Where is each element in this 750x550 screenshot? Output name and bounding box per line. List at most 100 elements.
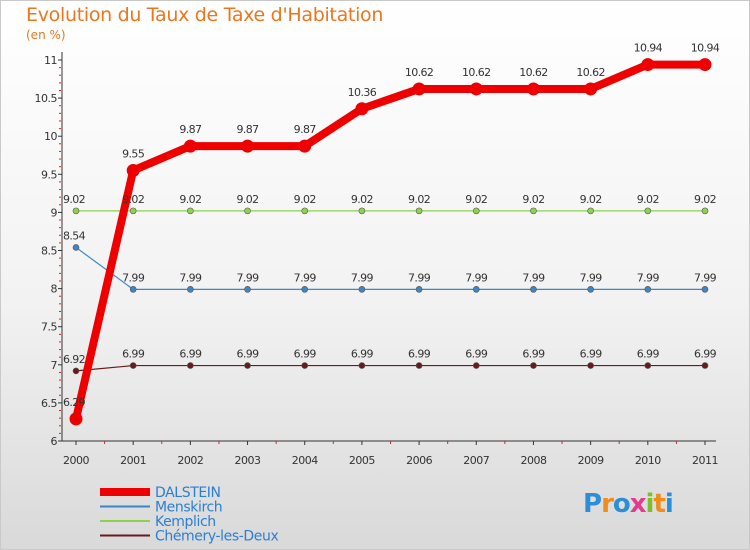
data-point-menskirch [587,286,594,293]
data-point-dalstein [183,139,197,153]
y-tick-label: 10.5 [35,92,58,105]
data-point-dalstein [412,82,426,96]
x-tick-label: 2004 [292,454,318,467]
series-points [69,58,712,426]
data-label-kemplich: 9.02 [236,193,258,206]
data-label-kemplich: 9.02 [522,193,544,206]
y-tick-label: 9.5 [41,168,57,181]
x-tick-label: 2005 [349,454,375,467]
data-point-dalstein [241,139,255,153]
data-label-menskirch: 8.54 [63,229,86,242]
series-line-menskirch [75,246,706,290]
y-tick-label: 6.5 [41,397,57,410]
data-label-ch-mery-les-deux: 6.92 [63,353,85,366]
data-label-dalstein: 10.36 [348,86,377,99]
y-tick-label: 7.5 [41,321,57,334]
data-point-ch-mery-les-deux [129,362,137,369]
data-label-dalstein: 10.94 [634,42,663,55]
x-tick-label: 2010 [635,454,661,467]
data-point-dalstein [641,58,655,72]
data-point-ch-mery-les-deux [587,362,594,369]
data-label-menskirch: 7.99 [351,271,374,284]
data-point-kemplich [301,207,309,215]
axes: 6 6.5 7 7.5 8 8.5 9 9.5 10 10.5 11 2000 2001 2002 2003… [35,52,719,467]
data-label-kemplich: 9.02 [694,193,716,206]
data-label-menskirch: 7.99 [236,271,259,284]
data-label-kemplich: 9.02 [294,193,316,206]
data-label-kemplich: 9.02 [351,193,373,206]
y-tick-label: 10 [44,130,57,143]
data-point-menskirch [472,286,480,293]
data-label-kemplich: 9.02 [465,193,487,206]
data-point-kemplich [72,207,80,215]
data-label-dalstein: 10.62 [576,66,605,79]
legend-label-dalstein: DALSTEIN [155,485,221,501]
data-point-menskirch [72,244,80,251]
data-label-dalstein: 10.62 [405,66,434,79]
data-point-menskirch [244,286,251,293]
data-label-ch-mery-les-deux: 6.99 [694,348,717,361]
data-point-kemplich [472,207,480,215]
data-label-menskirch: 7.99 [122,271,145,284]
series-line-dalstein [72,60,709,423]
data-labels: 6.92 6.99 6.99 6.99 6.99 6.99 6.99 6.99 6.99 6.99… [63,42,720,409]
data-label-ch-mery-les-deux: 6.99 [294,348,317,361]
data-point-menskirch [129,286,137,293]
data-point-kemplich [701,207,709,215]
x-tick-label: 2001 [120,454,146,467]
data-point-kemplich [129,207,137,215]
data-label-menskirch: 7.99 [294,271,317,284]
series-line-ch-mery-les-deux [75,364,706,372]
data-point-dalstein [69,412,83,426]
data-point-ch-mery-les-deux [358,362,366,369]
data-label-kemplich: 9.02 [637,193,659,206]
x-tick-label: 2007 [463,454,489,467]
data-point-kemplich [644,207,652,215]
y-tick-label: 7 [51,359,58,372]
x-tick-label: 2011 [692,454,718,467]
legend-label-menskirch: Menskirch [155,500,222,516]
data-label-ch-mery-les-deux: 6.99 [522,348,545,361]
legend: DALSTEINMenskirchKemplichChémery-les-Deu… [100,485,279,545]
x-tick-label: 2003 [235,454,261,467]
series-lines [72,60,709,423]
x-tick-label: 2002 [177,454,203,467]
legend-label-kemplich: Kemplich [155,514,216,530]
data-point-menskirch [415,286,423,293]
data-point-kemplich [530,207,537,215]
data-label-kemplich: 9.02 [179,193,201,206]
data-point-dalstein [584,82,598,96]
data-point-ch-mery-les-deux [244,362,251,369]
data-label-dalstein: 10.62 [519,66,548,79]
data-label-menskirch: 7.99 [408,271,431,284]
x-tick-label: 2000 [63,454,89,467]
data-label-kemplich: 9.02 [580,193,602,206]
data-point-menskirch [301,286,309,293]
data-label-ch-mery-les-deux: 6.99 [465,348,488,361]
y-tick-label: 8.5 [41,245,57,258]
data-label-dalstein: 9.87 [179,123,202,136]
data-label-ch-mery-les-deux: 6.99 [179,348,202,361]
data-label-dalstein: 6.29 [63,396,86,409]
data-point-ch-mery-les-deux [530,362,537,369]
data-label-dalstein: 9.55 [122,147,145,160]
data-label-menskirch: 7.99 [465,271,488,284]
data-point-kemplich [187,207,194,215]
data-point-ch-mery-les-deux [701,362,709,369]
data-point-ch-mery-les-deux [187,362,194,369]
data-point-kemplich [587,207,594,215]
data-point-dalstein [469,82,483,96]
data-label-ch-mery-les-deux: 6.99 [408,348,431,361]
data-point-dalstein [698,58,712,72]
data-point-ch-mery-les-deux [644,362,652,369]
data-label-ch-mery-les-deux: 6.99 [580,348,603,361]
data-point-ch-mery-les-deux [301,362,309,369]
data-label-kemplich: 9.02 [408,193,430,206]
data-label-ch-mery-les-deux: 6.99 [637,348,660,361]
data-label-ch-mery-les-deux: 6.99 [236,348,259,361]
data-point-ch-mery-les-deux [472,362,480,369]
data-label-ch-mery-les-deux: 6.99 [351,348,374,361]
data-label-dalstein: 10.62 [462,66,491,79]
data-point-dalstein [126,163,140,177]
